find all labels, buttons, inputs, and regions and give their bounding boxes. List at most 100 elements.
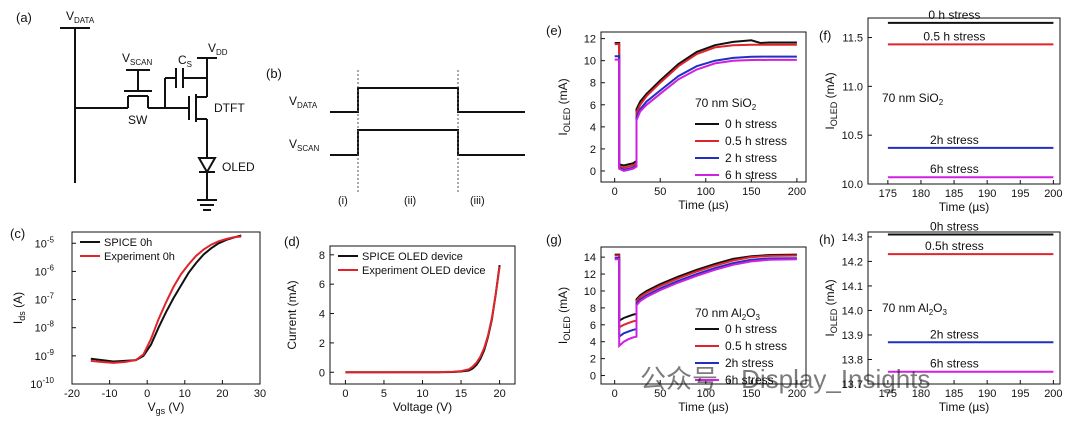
material-annotation: 70 nm Al2O3 (882, 301, 948, 317)
x-tick-label: 15 (455, 388, 467, 400)
timing-vscan-label: VSCAN (289, 137, 319, 153)
series-line-black (90, 234, 242, 363)
series-label: 2h stress (930, 133, 979, 147)
material-annotation: 70 nm SiO2 (882, 91, 944, 107)
y-axis-label: IOLED (mA) (556, 287, 572, 344)
series-label: 0.5 h stress (923, 29, 985, 43)
x-tick-label: -10 (102, 388, 118, 400)
x-tick-label: 20 (493, 388, 505, 400)
series-label: 0 h stress (928, 8, 980, 22)
oled-diode-icon (197, 157, 217, 175)
y-tick-label: 14.1 (842, 281, 863, 293)
x-tick-label: 100 (697, 186, 715, 198)
panel-label-c: (c) (10, 226, 25, 241)
y-tick-label: 4 (590, 122, 596, 134)
y-tick-label: 14.0 (842, 305, 863, 317)
material-annotation: 70 nm Al2O3 (695, 306, 761, 322)
y-tick-label: 10-7 (35, 292, 55, 307)
y-tick-label: 10-10 (30, 376, 54, 391)
x-axis-label: Time (µs) (939, 400, 989, 414)
y-tick-label: 2 (590, 144, 596, 156)
chart-d: (d) 0 5 10 15 20 0 2 4 6 8 Voltage (V) Current (mA) S… (284, 234, 516, 414)
y-tick-label: 14 (584, 252, 596, 264)
legend-label: SPICE 0h (104, 237, 152, 249)
y-tick-label: 4 (590, 337, 596, 349)
series-line-red (90, 235, 242, 364)
x-tick-label: 200 (1044, 188, 1062, 200)
x-tick-label: 185 (945, 388, 963, 400)
y-tick-label: 14.3 (842, 232, 863, 244)
panel-label-g: (g) (546, 232, 562, 247)
series-line-red (614, 254, 797, 329)
series-label: 6h stress (930, 162, 979, 176)
x-tick-label: 200 (1044, 388, 1062, 400)
y-tick-label: 13.8 (842, 354, 863, 366)
series-label: 6h stress (930, 357, 979, 371)
y-tick-label: 0 (590, 166, 596, 178)
y-tick-label: 10-8 (35, 320, 55, 335)
panel-label-b: (b) (266, 66, 282, 81)
series-line-red (345, 266, 501, 374)
y-tick-label: 13.9 (842, 330, 863, 342)
y-tick-label: 0 (319, 367, 325, 379)
x-tick-label: 20 (216, 388, 228, 400)
vdd-label: VDD (208, 41, 228, 57)
vdata-waveform (330, 87, 525, 113)
plot-frame (867, 17, 1061, 185)
y-tick-label: 11.5 (842, 33, 863, 45)
cs-label: CS (178, 53, 192, 69)
chart-g: (g) 0 50 100 150 200 0 2 4 6 8 10 12 14 Time (µs) IOLED… (546, 232, 807, 414)
x-tick-label: 10 (179, 388, 191, 400)
panel-label-f: (f) (819, 28, 831, 43)
y-tick-label: 8 (590, 303, 596, 315)
y-tick-label: 10.5 (842, 130, 863, 142)
y-tick-label: 10 (584, 56, 596, 68)
y-tick-label: 6 (590, 320, 596, 332)
series-line-magenta (614, 58, 797, 173)
x-tick-label: 50 (654, 388, 666, 400)
series-line-black (614, 253, 797, 323)
phase-ii: (ii) (404, 195, 416, 207)
y-tick-label: 12 (584, 34, 596, 46)
plot-frame (867, 231, 1061, 385)
x-tick-label: 180 (912, 188, 930, 200)
legend-label: 0.5 h stress (725, 339, 787, 353)
legend-label: 6 h stress (725, 168, 777, 182)
x-tick-label: 180 (912, 388, 930, 400)
legend-label: 0.5 h stress (725, 134, 787, 148)
sw-label: SW (128, 113, 148, 127)
x-axis-label: Time (µs) (939, 200, 989, 214)
series-label: 0.5h stress (925, 239, 984, 253)
panel-label-a: (a) (16, 10, 32, 25)
legend-label: Experiment 0h (104, 251, 175, 263)
series-label: 0h stress (930, 219, 979, 233)
x-axis-label: Time (µs) (678, 198, 728, 212)
watermark: 公众号 · Display_Insights (640, 364, 930, 394)
legend-label: 2h stress (725, 356, 774, 370)
x-tick-label: 150 (742, 186, 760, 198)
x-tick-label: 185 (945, 188, 963, 200)
plot-frame (600, 246, 807, 385)
panel-label-h: (h) (819, 232, 835, 247)
panel-label-d: (d) (284, 234, 300, 249)
material-annotation: 70 nm SiO2 (695, 96, 757, 112)
y-axis-label: IOLED (mA) (556, 78, 572, 135)
x-tick-label: -20 (64, 388, 80, 400)
x-tick-label: 190 (978, 388, 996, 400)
series-line-red (614, 43, 797, 169)
legend-label: 0 h stress (725, 322, 777, 336)
y-axis-label: Current (mA) (285, 280, 299, 349)
y-tick-label: 4 (319, 309, 325, 321)
x-tick-label: 190 (978, 188, 996, 200)
legend-label: 2 h stress (725, 151, 777, 165)
series-line-magenta (614, 258, 797, 349)
x-tick-label: 0 (612, 186, 618, 198)
x-tick-label: 175 (879, 388, 897, 400)
x-tick-label: 195 (1011, 388, 1029, 400)
legend-label: 0 h stress (725, 117, 777, 131)
x-tick-label: 0 (144, 388, 150, 400)
phase-iii: (iii) (470, 195, 485, 207)
plot-frame (600, 31, 807, 183)
x-tick-label: 10 (416, 388, 428, 400)
chart-c: (c) -20 -10 0 10 20 30 10-10 10-9 10-8 10-7 10-6 10-… (10, 226, 266, 416)
